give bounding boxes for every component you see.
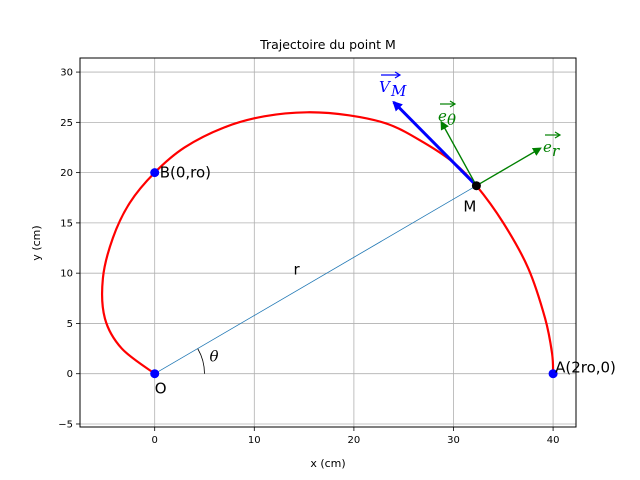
y-tick-label: 0	[67, 369, 73, 380]
y-axis-label: y (cm)	[30, 225, 43, 260]
y-tick-label: 25	[60, 118, 73, 129]
vector-e_theta	[440, 120, 478, 187]
x-axis-label: x (cm)	[310, 457, 345, 470]
x-tick-label: 0	[152, 435, 158, 446]
x-tick-label: 30	[447, 435, 460, 446]
grid	[80, 58, 576, 427]
vector-label-main: e	[438, 107, 447, 125]
angle-label: θ	[209, 348, 218, 366]
x-tick-label: 10	[248, 435, 261, 446]
y-tick-label: −5	[58, 419, 73, 430]
chart-title: Trajectoire du point M	[259, 37, 396, 52]
y-tick-label: 10	[60, 269, 73, 280]
axes-frame	[79, 57, 577, 428]
point-label-O: O	[155, 380, 167, 398]
y-tick-label: 5	[67, 319, 73, 330]
vector-e_r	[476, 147, 542, 187]
vector-label-main: e	[543, 138, 552, 156]
vector-V_M	[392, 100, 478, 187]
plot-area: rθV Me θe rOB(0,ro)A(2ro,0)M	[101, 71, 616, 398]
point-M	[471, 181, 481, 191]
point-O	[150, 369, 160, 379]
radius-label: r	[294, 261, 301, 279]
point-label-A: A(2ro,0)	[555, 359, 616, 377]
y-tick-label: 15	[60, 218, 73, 229]
vector-label-sub: θ	[447, 111, 456, 129]
axis-ticks: 0 10 20 30 40 −5 0 5 10 15 20 25 30	[58, 68, 559, 446]
point-B	[150, 168, 160, 178]
vector-label-sub: M	[390, 82, 407, 100]
vector-arrow-head	[449, 100, 457, 108]
y-tick-label: 20	[60, 168, 73, 179]
angle-arc	[197, 348, 205, 374]
trajectory-curve	[101, 111, 555, 375]
vector-arrow-head	[554, 131, 562, 139]
point-A	[548, 369, 558, 379]
vector-label-main: V	[379, 78, 392, 96]
vector-arrow-head	[394, 71, 402, 79]
point-label-B: B(0,ro)	[160, 164, 211, 182]
point-label-M: M	[463, 198, 476, 216]
x-tick-label: 20	[348, 435, 361, 446]
radius-line	[154, 185, 477, 375]
vector-label-sub: r	[552, 142, 560, 160]
x-tick-label: 40	[547, 435, 560, 446]
y-tick-label: 30	[60, 68, 73, 79]
